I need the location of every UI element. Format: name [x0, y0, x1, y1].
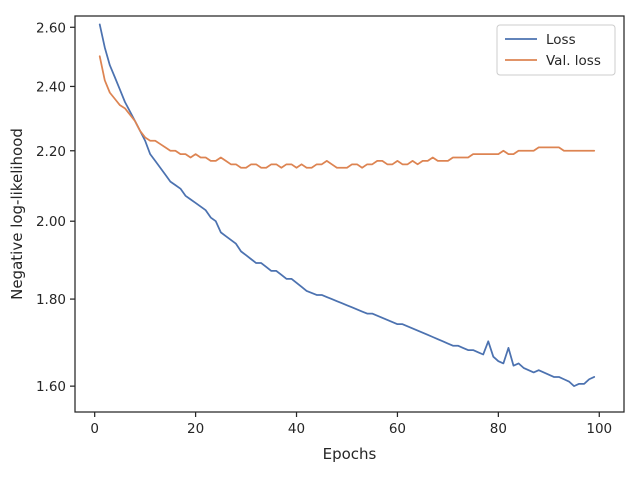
y-axis-label: Negative log-likelihood: [8, 128, 26, 300]
x-tick-label: 0: [90, 421, 99, 437]
y-tick-label: 1.80: [36, 292, 66, 308]
y-tick-label: 2.00: [36, 214, 66, 230]
x-axis-ticks: 0 20 40 60 80 100: [90, 412, 612, 437]
x-axis-label: Epochs: [323, 445, 377, 463]
x-tick-label: 80: [490, 421, 507, 437]
x-tick-label: 20: [187, 421, 204, 437]
series-line-val-loss: [98, 55, 596, 169]
y-axis-ticks: 1.60 1.80 2.00 2.20 2.40 2.60: [36, 20, 75, 395]
y-tick-label: 2.40: [36, 79, 66, 95]
x-tick-label: 60: [389, 421, 406, 437]
plot-area: [74, 15, 625, 413]
x-tick-label: 40: [288, 421, 305, 437]
legend-label-loss: Loss: [546, 32, 576, 48]
series-line-loss: [98, 23, 596, 388]
series-layer: [98, 23, 596, 388]
y-tick-label: 1.60: [36, 379, 66, 395]
legend: Loss Val. loss: [496, 24, 616, 76]
y-tick-label: 2.20: [36, 144, 66, 160]
x-tick-label: 100: [586, 421, 612, 437]
y-tick-label: 2.60: [36, 20, 66, 36]
plot-frame: [74, 15, 625, 413]
legend-label-val-loss: Val. loss: [546, 53, 601, 69]
legend-box: [496, 24, 616, 76]
